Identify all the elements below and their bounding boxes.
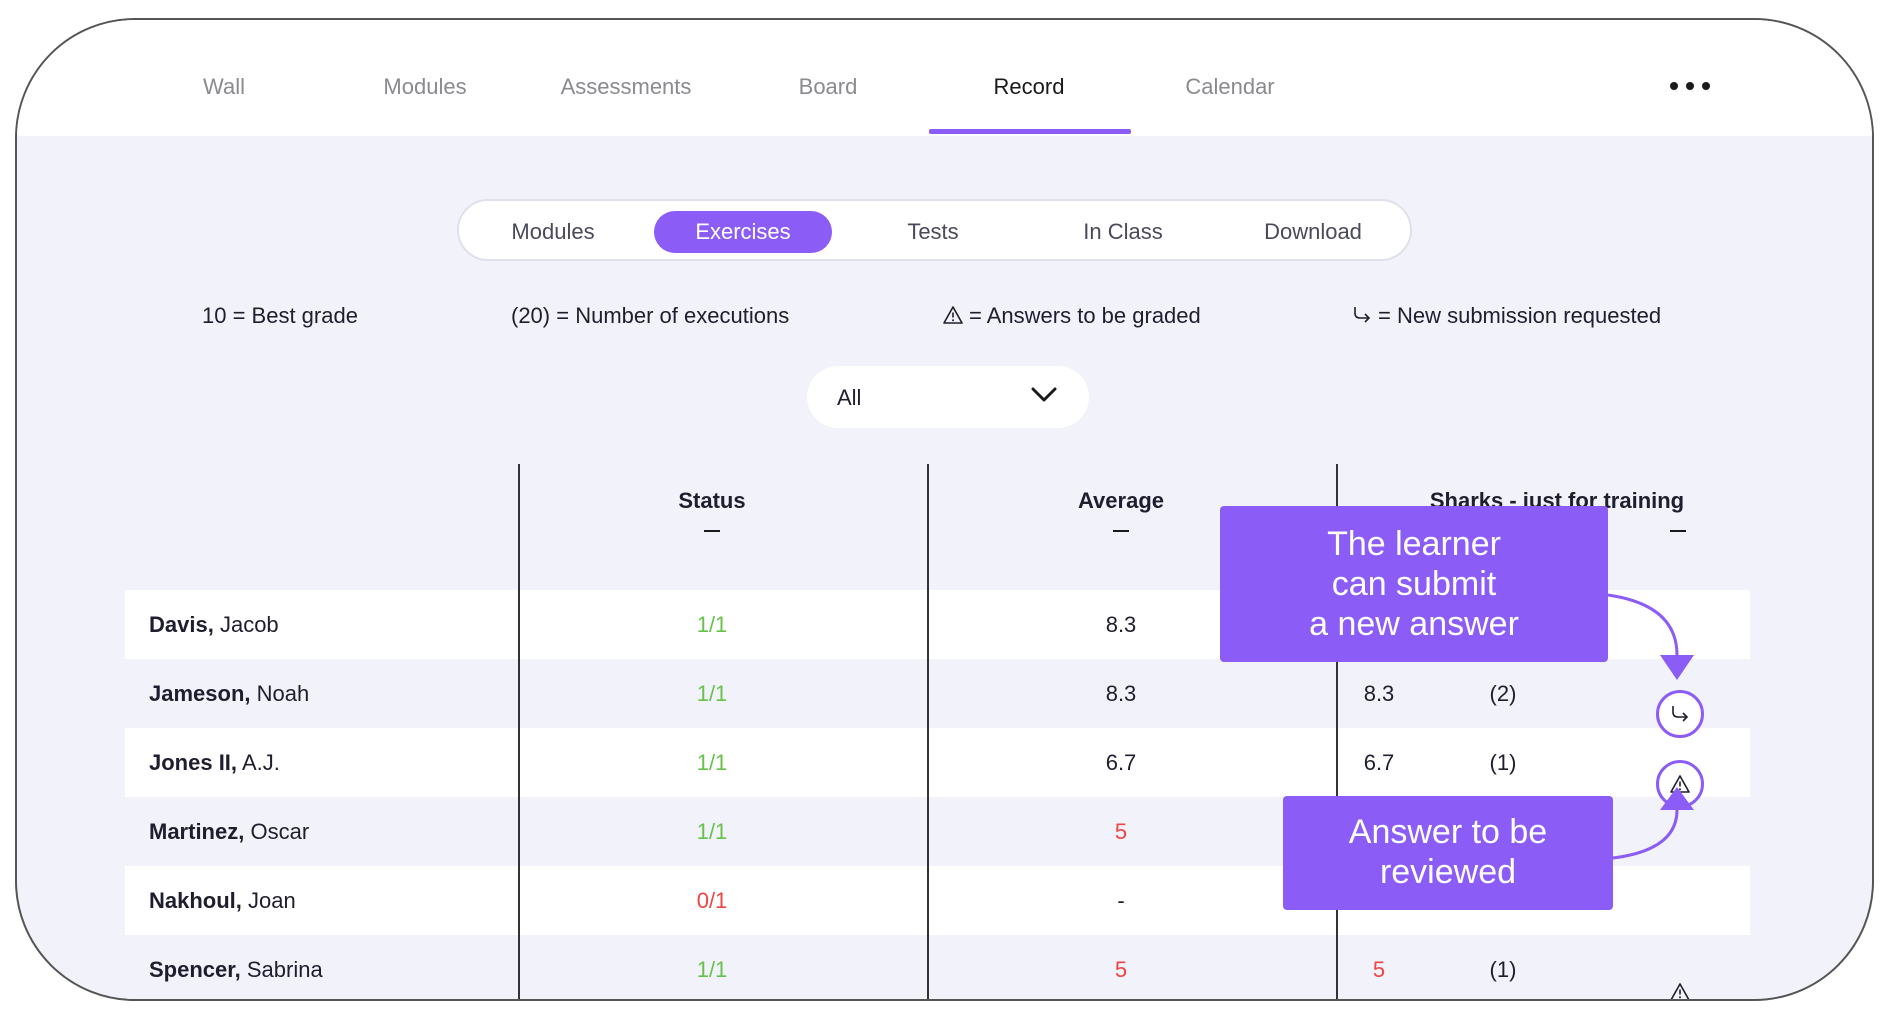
callout-new-answer-line: a new answer <box>1309 605 1519 643</box>
student-first-name: Noah <box>256 681 310 706</box>
filter-value: All <box>837 385 862 410</box>
executions-value: (1) <box>1489 750 1517 775</box>
warning-triangle-icon <box>943 306 963 324</box>
resubmit-highlight[interactable] <box>1656 690 1704 738</box>
resubmit-arrow-icon <box>1354 307 1371 323</box>
column-divider <box>1336 464 1338 999</box>
executions-value: (2) <box>1489 681 1517 706</box>
callout-connectors <box>1607 593 1694 860</box>
student-name[interactable]: Jones II, A.J. <box>149 728 280 797</box>
subtab-modules[interactable]: Modules <box>511 219 595 244</box>
legend-best-grade: 10 = Best grade <box>202 303 358 328</box>
average-value: - <box>1117 888 1125 913</box>
legend-resubmit-label: = New submission requested <box>1378 303 1662 328</box>
callout-review-line: reviewed <box>1379 853 1517 891</box>
grade-value[interactable]: 5 <box>1372 957 1386 982</box>
legend-to-grade: = Answers to be graded <box>943 303 1201 329</box>
record-subnav: Modules Exercises Tests In Class Downloa… <box>457 199 1412 261</box>
student-first-name: Joan <box>248 888 296 913</box>
subtab-download[interactable]: Download <box>1264 219 1362 244</box>
grade-value[interactable]: 6.7 <box>1363 750 1395 775</box>
average-value: 8.3 <box>1105 681 1137 706</box>
top-navigation: Wall Modules Assessments Board Record Ca… <box>17 20 1872 136</box>
status-value: 1/1 <box>696 750 728 775</box>
subtab-tests[interactable]: Tests <box>907 219 959 244</box>
filter-dropdown[interactable]: All <box>807 366 1089 428</box>
more-horizontal-icon[interactable] <box>1670 82 1710 94</box>
legend-executions: (20) = Number of executions <box>511 303 790 328</box>
header-exercise-dash <box>1670 530 1686 532</box>
active-tab-indicator <box>929 129 1131 134</box>
table-row[interactable]: Jameson, Noah 1/1 8.3 8.3 (2) <box>125 659 1750 728</box>
student-name[interactable]: Nakhoul, Joan <box>149 866 296 935</box>
nav-tab-record[interactable]: Record <box>993 74 1065 99</box>
subtab-in-class[interactable]: In Class <box>1083 219 1163 244</box>
chevron-down-icon <box>1031 387 1057 402</box>
legend-to-grade-label: = Answers to be graded <box>969 303 1201 328</box>
callout-new-answer-line: The learner <box>1327 525 1501 563</box>
student-last-name: Nakhoul, <box>149 888 242 913</box>
status-value: 1/1 <box>696 819 728 844</box>
column-divider <box>518 464 520 999</box>
table-row[interactable]: Spencer, Sabrina 1/1 5 5 (1) <box>125 935 1750 999</box>
average-value: 6.7 <box>1105 750 1137 775</box>
subtab-exercises[interactable]: Exercises <box>654 211 832 253</box>
average-value: 5 <box>1114 819 1128 844</box>
average-value: 5 <box>1114 957 1128 982</box>
callout-review-line: Answer to be <box>1348 813 1548 851</box>
legend-resubmit: = New submission requested <box>1352 303 1661 329</box>
student-first-name: A.J. <box>241 750 280 775</box>
column-divider <box>927 464 929 999</box>
nav-tab-board[interactable]: Board <box>798 74 858 99</box>
student-name[interactable]: Martinez, Oscar <box>149 797 309 866</box>
executions-value: (1) <box>1489 957 1517 982</box>
header-status-dash <box>704 530 720 532</box>
header-average: Average <box>1077 488 1164 513</box>
table-row[interactable]: Jones II, A.J. 1/1 6.7 6.7 (1) <box>125 728 1750 797</box>
header-status: Status <box>678 488 746 513</box>
student-last-name: Jones II, <box>149 750 238 775</box>
nav-tab-wall[interactable]: Wall <box>203 74 245 99</box>
status-value: 1/1 <box>696 957 728 982</box>
student-last-name: Davis, <box>149 612 214 637</box>
status-value: 1/1 <box>696 681 728 706</box>
grade-value[interactable]: 8.3 <box>1363 681 1395 706</box>
student-first-name: Jacob <box>219 612 279 637</box>
status-value: 1/1 <box>696 612 728 637</box>
nav-tab-calendar[interactable]: Calendar <box>1185 74 1275 99</box>
student-last-name: Martinez, <box>149 819 245 844</box>
app-frame: Wall Modules Assessments Board Record Ca… <box>15 18 1874 1001</box>
callout-new-answer-line: can submit <box>1331 565 1497 603</box>
average-value: 8.3 <box>1105 612 1137 637</box>
header-average-dash <box>1113 530 1129 532</box>
student-name[interactable]: Jameson, Noah <box>149 659 309 728</box>
warning-triangle-icon[interactable] <box>1670 983 1694 999</box>
student-name[interactable]: Spencer, Sabrina <box>149 935 323 999</box>
callout-new-answer: The learner can submit a new answer <box>1220 506 1608 662</box>
nav-tab-assessments[interactable]: Assessments <box>560 74 692 99</box>
student-last-name: Spencer, <box>149 957 241 982</box>
student-first-name: Sabrina <box>246 957 323 982</box>
student-last-name: Jameson, <box>149 681 251 706</box>
nav-tab-modules[interactable]: Modules <box>383 74 467 99</box>
student-name[interactable]: Davis, Jacob <box>149 590 279 659</box>
callout-review: Answer to be reviewed <box>1283 796 1613 910</box>
student-first-name: Oscar <box>250 819 310 844</box>
status-value: 0/1 <box>696 888 728 913</box>
resubmit-arrow-icon <box>1672 706 1689 722</box>
